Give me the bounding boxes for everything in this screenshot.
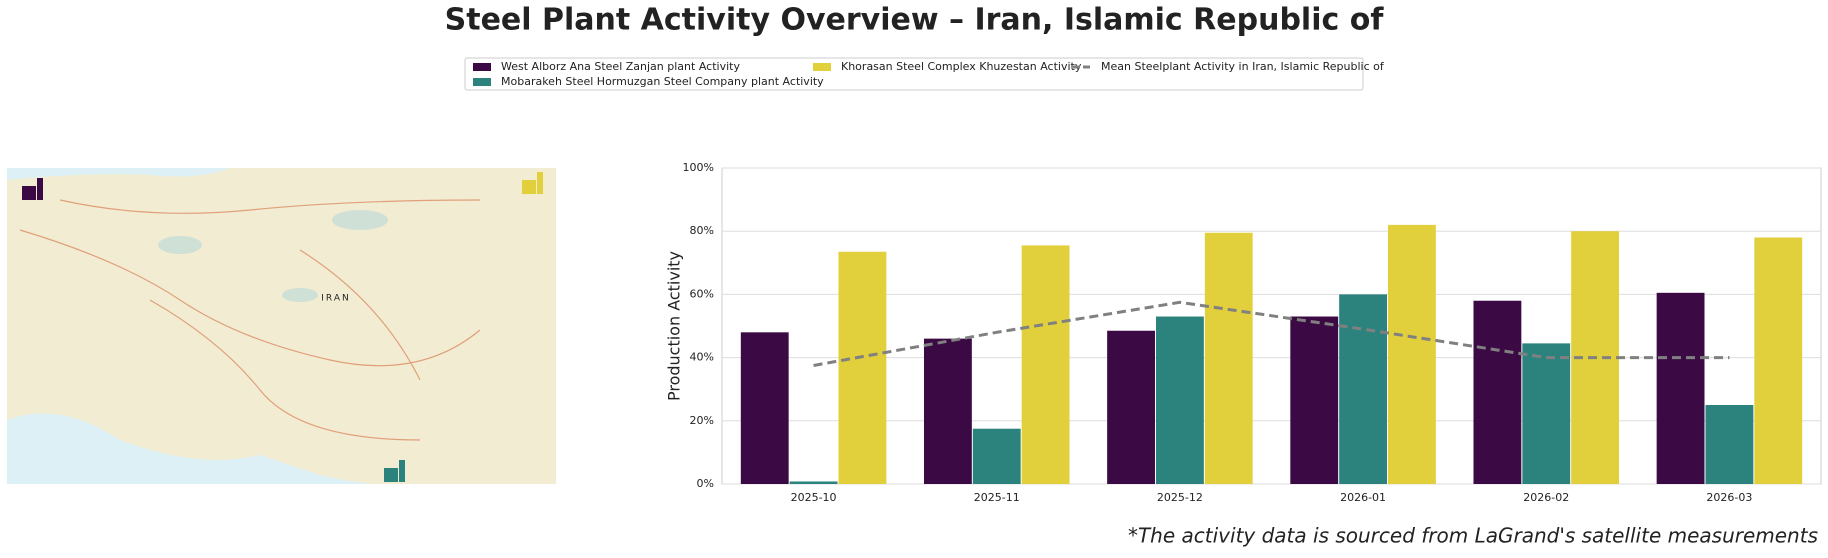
map-sea [7,413,380,484]
footnote: *The activity data is sourced from LaGra… [1128,524,1818,548]
y-axis-label: Production Activity [665,251,684,401]
chart-title: Steel Plant Activity Overview – Iran, Is… [445,3,1385,38]
mean-line [813,300,1730,367]
x-tick-label: 2025-11 [974,491,1020,504]
x-tick-label: 2025-10 [791,491,837,504]
plant-icon [22,178,43,200]
legend-label: West Alborz Ana Steel Zanjan plant Activ… [501,60,740,73]
bar [740,332,789,484]
bar [1388,224,1436,484]
bar [923,338,972,484]
bar [1021,245,1070,484]
bar [1339,294,1388,484]
map-sea [7,168,230,180]
y-tick-label: 100% [683,161,714,174]
legend-swatch [813,63,831,71]
bar [1290,316,1339,484]
bar [1473,300,1522,484]
y-tick-label: 60% [690,287,714,300]
bar [1155,316,1204,484]
legend-swatch [473,63,491,71]
bar [972,428,1021,484]
map-roads [19,199,481,441]
bar [1705,405,1754,484]
legend-label: Khorasan Steel Complex Khuzestan Activit… [841,60,1082,73]
x-tick-label: 2026-02 [1523,491,1569,504]
bar [789,481,838,484]
bar [1107,330,1155,484]
y-tick-label: 0% [697,477,714,490]
legend-label: Mean Steelplant Activity in Iran, Islami… [1101,60,1385,73]
legend-box [464,57,1364,91]
x-tick-label: 2026-03 [1706,491,1752,504]
bar [1522,343,1571,484]
map-lake [282,288,318,302]
y-tick-label: 80% [690,224,714,237]
map: IRAN [7,168,556,484]
x-tick-label: 2025-12 [1157,491,1203,504]
bar [838,251,887,484]
map-lake [332,210,388,230]
legend-label: Mobarakeh Steel Hormuzgan Steel Company … [501,75,824,88]
legend-swatch [473,78,491,86]
y-tick-label: 20% [690,414,714,427]
plot-frame [721,167,1822,485]
bar [1754,237,1803,484]
bar [1204,232,1253,484]
map-lake [158,236,202,254]
map-label: IRAN [321,294,350,304]
y-tick-label: 40% [690,351,714,364]
plant-icon [384,460,405,482]
plant-icon [522,172,543,194]
bar [1656,292,1705,484]
x-tick-label: 2026-01 [1340,491,1386,504]
